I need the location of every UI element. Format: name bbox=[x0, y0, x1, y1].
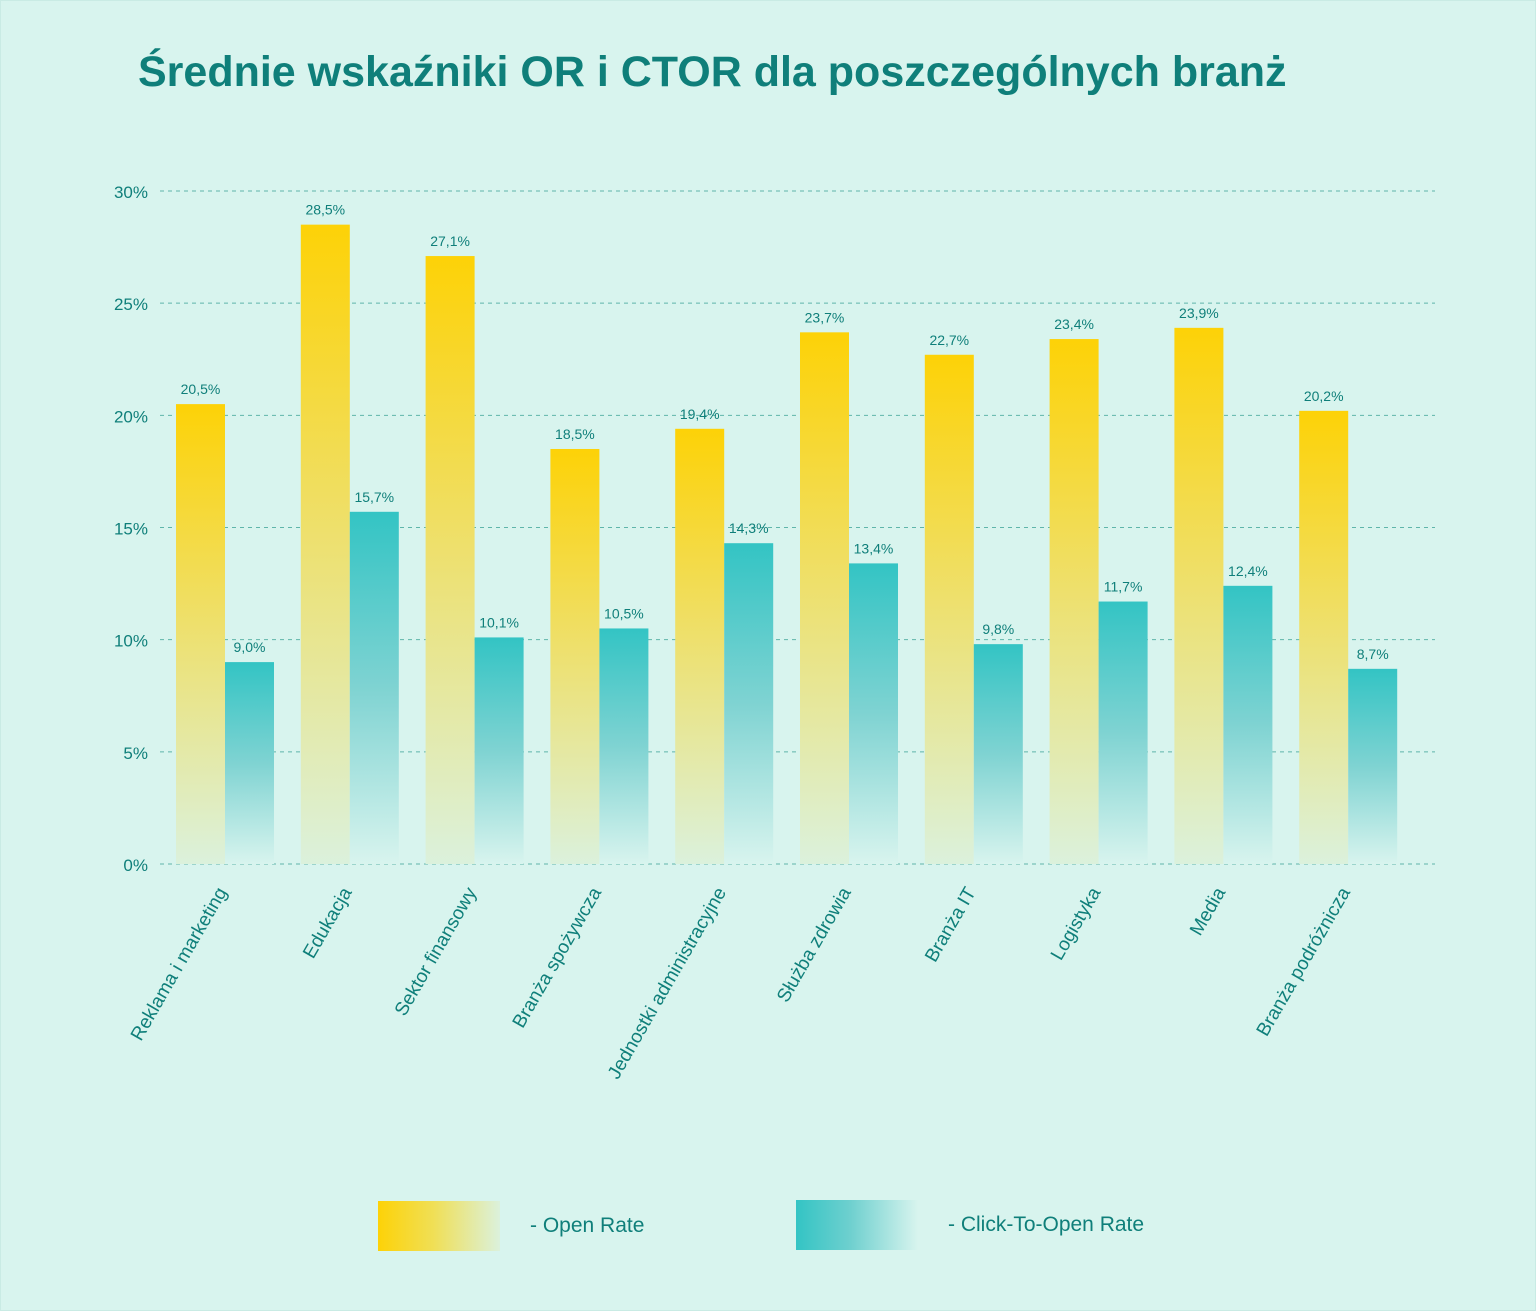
bar-ctor bbox=[225, 662, 274, 864]
x-category-label: Służba zdrowia bbox=[773, 884, 856, 1006]
data-label-open-rate: 27,1% bbox=[430, 233, 470, 249]
x-category-label: Branża IT bbox=[921, 884, 981, 966]
y-tick-label: 10% bbox=[114, 632, 148, 651]
bar-ctor bbox=[724, 543, 774, 864]
y-tick-label: 0% bbox=[123, 856, 148, 875]
bar-open-rate bbox=[425, 256, 475, 865]
data-label-ctor: 12,4% bbox=[1228, 563, 1268, 579]
bar-ctor bbox=[349, 511, 399, 864]
y-axis: 0% 5% 10% 15% 20% 25% 30% bbox=[114, 183, 148, 875]
data-label-ctor: 15,7% bbox=[354, 489, 394, 505]
legend-item-ctor: - Click-To-Open Rate bbox=[796, 1200, 1144, 1250]
y-tick-label: 30% bbox=[114, 183, 148, 202]
x-axis: Reklama i marketing Edukacja Sektor finans… bbox=[127, 884, 1355, 1083]
x-category-label: Jednostki administracyjne bbox=[604, 884, 731, 1083]
data-label-ctor: 8,7% bbox=[1357, 646, 1389, 662]
bar-open-rate bbox=[800, 332, 849, 865]
legend-item-open-rate: - Open Rate bbox=[378, 1201, 644, 1251]
bar-open-rate bbox=[300, 224, 350, 864]
data-label-open-rate: 18,5% bbox=[555, 426, 595, 442]
y-tick-label: 20% bbox=[114, 407, 148, 426]
y-tick-label: 5% bbox=[123, 744, 148, 763]
bar-open-rate bbox=[675, 428, 725, 864]
data-label-open-rate: 28,5% bbox=[305, 202, 345, 218]
bar-ctor bbox=[1223, 585, 1273, 864]
data-label-open-rate: 23,7% bbox=[805, 309, 845, 325]
data-label-ctor: 11,7% bbox=[1104, 579, 1143, 595]
data-label-open-rate: 23,4% bbox=[1054, 316, 1094, 332]
x-category-label: Edukacja bbox=[299, 884, 356, 963]
data-label-ctor: 10,5% bbox=[604, 605, 644, 621]
x-category-label: Media bbox=[1186, 884, 1230, 940]
bar-open-rate bbox=[550, 448, 600, 864]
bar-ctor bbox=[1348, 668, 1398, 864]
legend-swatch-ctor bbox=[796, 1200, 918, 1250]
x-category-label: Logistyka bbox=[1047, 884, 1106, 964]
bars: 20,5% 9,0% 28,5% 15,7% 27,1% 10,1% 18,5% 10,5% 1… bbox=[176, 202, 1398, 865]
legend-swatch-open-rate bbox=[378, 1201, 500, 1251]
bar-ctor bbox=[1098, 601, 1148, 864]
data-label-open-rate: 20,2% bbox=[1304, 388, 1344, 404]
bar-open-rate bbox=[1174, 327, 1224, 864]
bar-ctor bbox=[849, 563, 898, 864]
data-label-ctor: 9,0% bbox=[234, 639, 266, 655]
bar-open-rate bbox=[176, 404, 225, 864]
x-category-label: Branża spożywcza bbox=[509, 884, 607, 1032]
data-label-ctor: 9,8% bbox=[982, 621, 1014, 637]
x-category-label: Branża podróżnicza bbox=[1253, 884, 1355, 1040]
x-category-label: Reklama i marketing bbox=[127, 884, 232, 1044]
data-label-open-rate: 19,4% bbox=[680, 406, 720, 422]
y-tick-label: 25% bbox=[114, 295, 148, 314]
bar-ctor bbox=[474, 637, 524, 864]
legend-label-ctor: - Click-To-Open Rate bbox=[948, 1213, 1145, 1236]
bar-ctor bbox=[599, 628, 649, 864]
data-label-ctor: 14,3% bbox=[729, 520, 769, 536]
bar-open-rate bbox=[1049, 339, 1099, 864]
bar-open-rate bbox=[1299, 410, 1349, 864]
y-tick-label: 15% bbox=[114, 520, 148, 539]
legend-label-open-rate: - Open Rate bbox=[530, 1214, 645, 1237]
x-category-label: Sektor finansowy bbox=[391, 884, 482, 1020]
data-label-open-rate: 20,5% bbox=[181, 381, 221, 397]
data-label-ctor: 10,1% bbox=[479, 614, 519, 630]
bar-open-rate bbox=[924, 354, 974, 864]
data-label-open-rate: 22,7% bbox=[929, 332, 969, 348]
chart-title: Średnie wskaźniki OR i CTOR dla poszczeg… bbox=[138, 48, 1287, 96]
bar-ctor bbox=[973, 644, 1023, 864]
data-label-open-rate: 23,9% bbox=[1179, 305, 1219, 321]
data-label-ctor: 13,4% bbox=[854, 540, 894, 556]
